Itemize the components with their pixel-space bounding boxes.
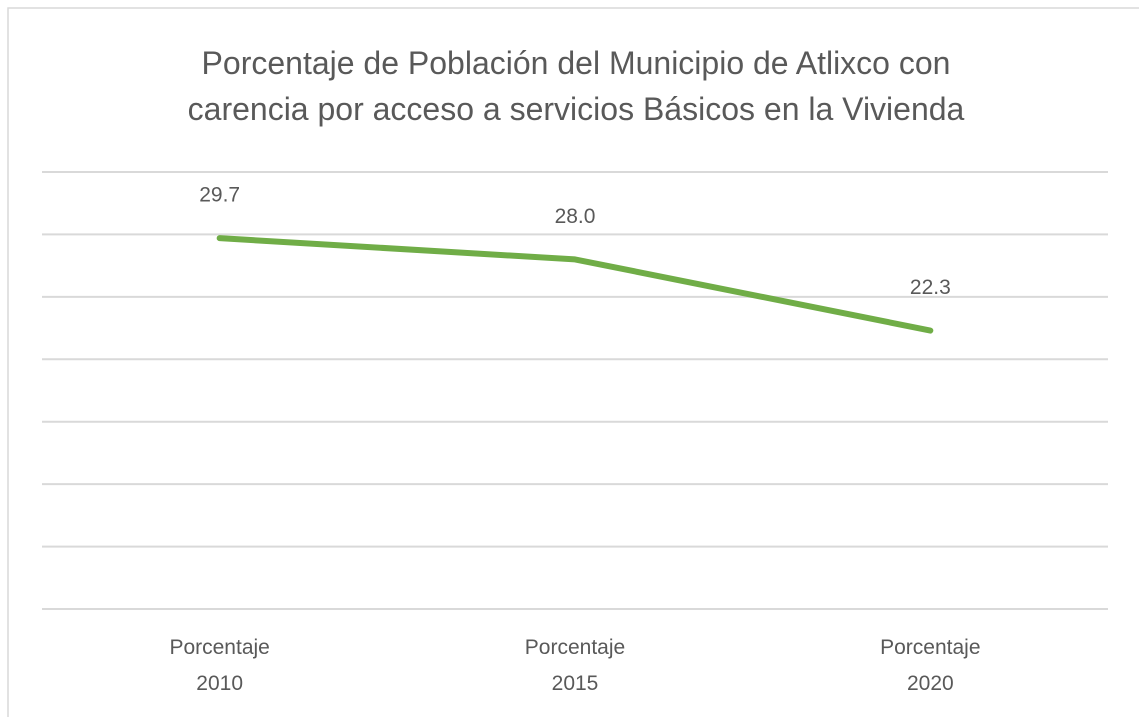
data-label: 28.0	[555, 205, 596, 228]
x-tick-label: Porcentaje 2015	[524, 636, 626, 695]
chart-title: Porcentaje de Población del Municipio de…	[187, 45, 965, 127]
data-label: 22.3	[910, 276, 951, 299]
x-tick-label: Porcentaje 2020	[880, 636, 981, 695]
chart-frame	[7, 7, 1139, 717]
data-label: 29.7	[199, 184, 240, 207]
line	[216, 235, 934, 334]
x-tick-label: Porcentaje 2010	[169, 636, 270, 695]
